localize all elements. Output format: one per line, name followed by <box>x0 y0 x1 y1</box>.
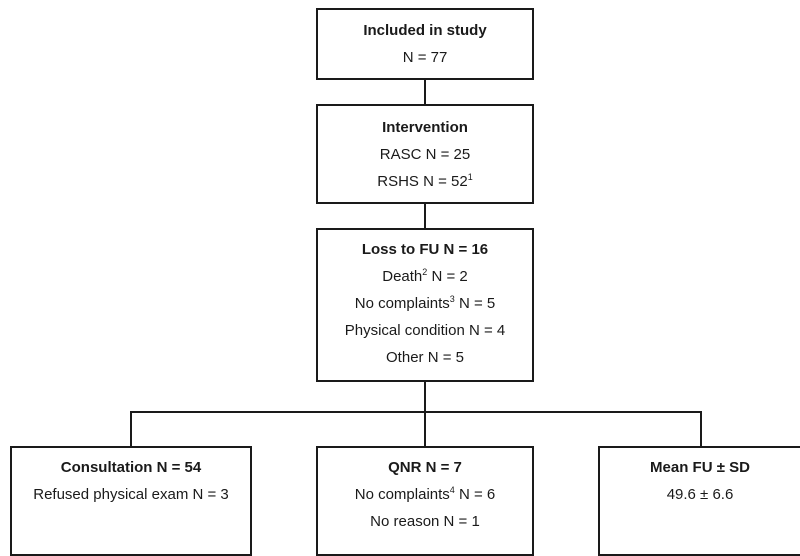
loss-title: Loss to FU N = 16 <box>361 241 489 258</box>
connector-branch-horizontal <box>130 411 702 413</box>
intervention-rasc: RASC N = 25 <box>379 146 471 163</box>
box-qnr: QNR N = 7 No complaints4 N = 6 No reason… <box>316 446 534 556</box>
connector-branch-mean <box>700 411 702 446</box>
loss-no-complaints-count: N = 5 <box>454 295 496 312</box>
connector-intervention-loss <box>424 202 426 228</box>
intervention-rshs-text: RSHS N = 52 <box>377 173 468 190</box>
qnr-no-complaints-count: N = 6 <box>454 486 496 503</box>
box-intervention: Intervention RASC N = 25 RSHS N = 521 <box>316 104 534 204</box>
footnote-marker: 2 <box>422 267 428 277</box>
consultation-title: Consultation N = 54 <box>60 459 202 476</box>
box-included-in-study: Included in study N = 77 <box>316 8 534 80</box>
footnote-marker: 4 <box>449 485 455 495</box>
loss-death: Death2 N = 2 <box>318 263 532 290</box>
box-loss-to-follow-up: Loss to FU N = 16 Death2 N = 2 No compla… <box>316 228 534 382</box>
loss-no-complaints: No complaints3 N = 5 <box>318 290 532 317</box>
qnr-title: QNR N = 7 <box>388 459 462 476</box>
loss-death-label: Death <box>382 268 423 285</box>
connector-loss-branch <box>424 380 426 412</box>
box-mean-follow-up: Mean FU ± SD 49.6 ± 6.6 <box>598 446 800 556</box>
qnr-no-complaints-label: No complaints <box>354 486 450 503</box>
intervention-rshs: RSHS N = 521 <box>318 168 532 195</box>
loss-physical-condition: Physical condition N = 4 <box>344 322 506 339</box>
loss-other: Other N = 5 <box>386 349 464 366</box>
footnote-marker: 1 <box>467 172 473 182</box>
consultation-refused: Refused physical exam N = 3 <box>33 486 229 503</box>
mean-value: 49.6 ± 6.6 <box>666 486 734 503</box>
footnote-marker: 3 <box>449 294 455 304</box>
qnr-no-complaints: No complaints4 N = 6 <box>318 481 532 508</box>
included-count: N = 77 <box>402 49 448 66</box>
mean-title: Mean FU ± SD <box>650 459 750 476</box>
included-title: Included in study <box>363 22 487 39</box>
loss-death-count: N = 2 <box>427 268 468 285</box>
loss-no-complaints-label: No complaints <box>354 295 450 312</box>
intervention-title: Intervention <box>382 119 468 136</box>
connector-branch-qnr <box>424 411 426 446</box>
connector-included-intervention <box>424 78 426 104</box>
box-consultation: Consultation N = 54 Refused physical exa… <box>10 446 252 556</box>
connector-branch-consultation <box>130 411 132 446</box>
qnr-no-reason: No reason N = 1 <box>370 513 480 530</box>
